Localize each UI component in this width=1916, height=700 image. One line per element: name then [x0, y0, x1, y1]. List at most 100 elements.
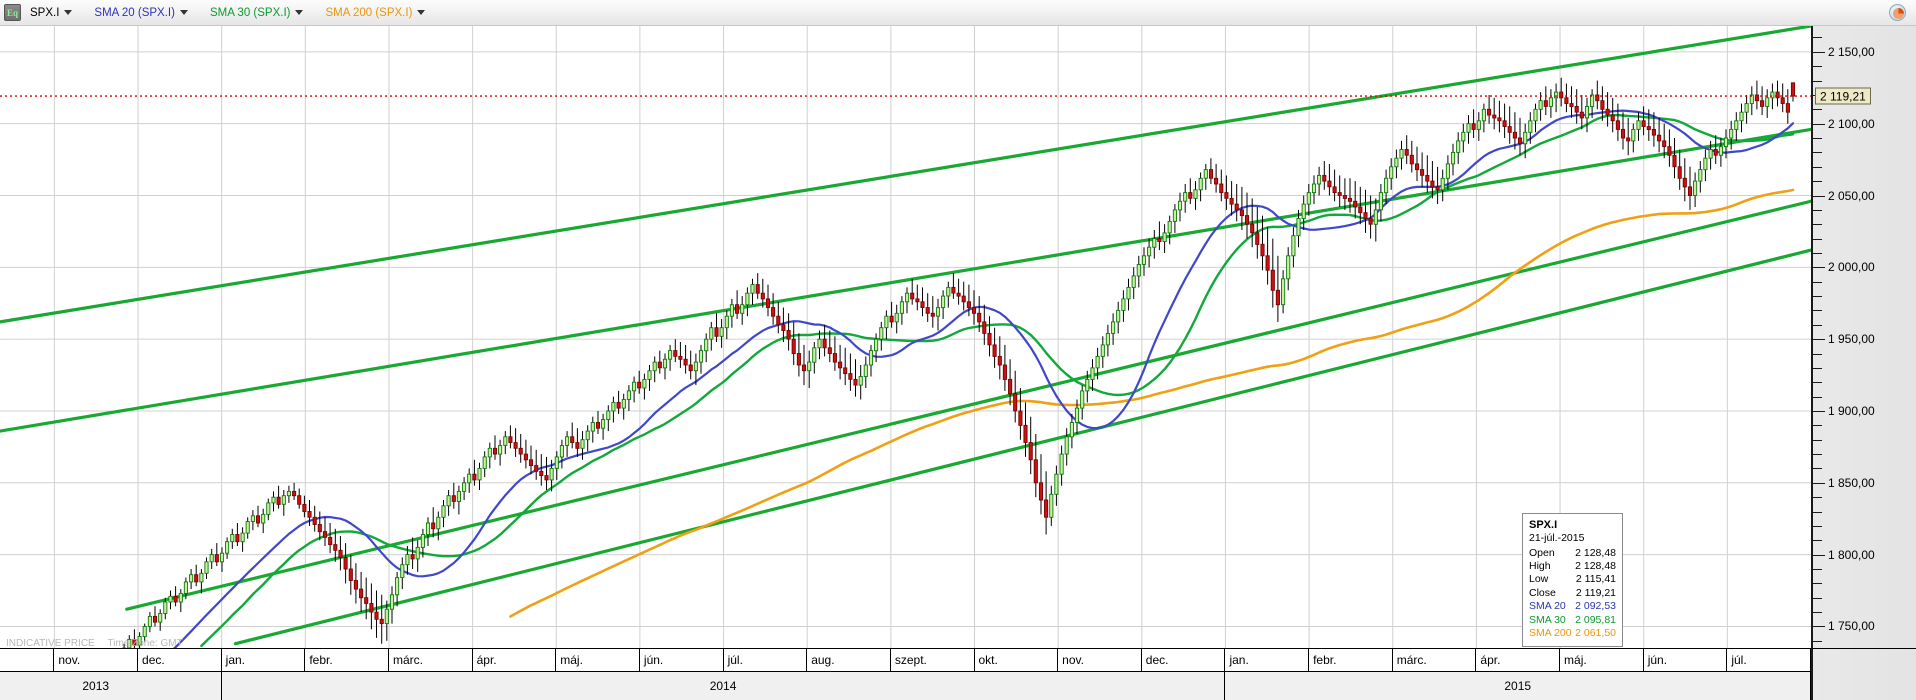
candle-up	[1286, 255, 1291, 280]
equity-icon[interactable]: Eq	[4, 4, 21, 21]
candle-down	[1682, 177, 1687, 188]
date-axis[interactable]: okt.nov.dec.jan.febr.márc.ápr.máj.jún.jú…	[0, 648, 1811, 700]
date-axis-month[interactable]: jún.	[1643, 649, 1728, 671]
candle-down	[1353, 200, 1358, 208]
candle-up	[1538, 100, 1543, 110]
candle-down	[992, 344, 997, 357]
candle-up	[1384, 177, 1389, 194]
candle-up	[817, 338, 822, 349]
candle-up	[1172, 209, 1177, 222]
chevron-down-icon[interactable]	[64, 10, 73, 15]
candle-down	[492, 447, 498, 455]
candle-up	[1631, 128, 1636, 142]
candle-up	[729, 304, 734, 317]
date-axis-month[interactable]: aug.	[807, 649, 891, 671]
date-axis-month[interactable]: okt.	[974, 649, 1059, 671]
date-axis-month[interactable]: jan.	[221, 649, 306, 671]
date-axis-month[interactable]: szept.	[890, 649, 975, 671]
price-axis-label: 1 950,00	[1828, 332, 1875, 347]
chevron-down-icon[interactable]	[295, 10, 304, 15]
candle-down	[539, 470, 544, 477]
candle-down	[961, 295, 966, 303]
date-axis-month[interactable]: máj.	[1560, 649, 1644, 671]
date-axis-month[interactable]: nov.	[54, 649, 138, 671]
date-axis-month[interactable]: márc.	[388, 649, 473, 671]
price-tick-minor	[1813, 353, 1822, 355]
date-axis-month[interactable]: febr.	[305, 649, 389, 671]
price-tick-minor	[1813, 324, 1822, 326]
instrument-selector[interactable]: SPX.I	[26, 1, 76, 25]
candle-up	[178, 592, 183, 603]
price-tick	[1813, 123, 1825, 125]
candle-down	[1018, 410, 1023, 426]
quote-row: High 2 128,48	[1529, 560, 1616, 573]
indicator-sma30[interactable]: SMA 30 (SPX.I)	[206, 1, 308, 25]
candle-up	[709, 327, 714, 340]
candle-up	[1373, 209, 1378, 225]
candle-up	[1528, 120, 1533, 133]
date-axis-month[interactable]: okt.	[0, 649, 55, 671]
candle-up	[1729, 128, 1734, 139]
chart-plot-area[interactable]	[0, 26, 1811, 648]
date-axis-month[interactable]: ápr.	[1476, 649, 1561, 671]
candle-down	[1255, 232, 1260, 245]
quote-row-value: 2 095,81	[1575, 613, 1616, 626]
candle-down	[688, 364, 693, 372]
candle-down	[771, 307, 776, 317]
candle-up	[1131, 275, 1136, 288]
candle-down	[1234, 203, 1239, 211]
quote-row: SMA 20 2 092,53	[1529, 600, 1616, 613]
price-axis-label: 2 150,00	[1828, 44, 1875, 59]
candle-down	[1420, 169, 1425, 176]
candle-down	[214, 554, 219, 563]
candle-up	[446, 495, 451, 507]
date-axis-month[interactable]: nov.	[1058, 649, 1142, 671]
date-axis-month[interactable]: júl.	[723, 649, 808, 671]
date-axis-month[interactable]: dec.	[1141, 649, 1226, 671]
candle-down	[1579, 111, 1584, 119]
clock-icon[interactable]	[1889, 4, 1906, 21]
quote-row-value: 2 128,48	[1575, 546, 1616, 559]
date-axis-month[interactable]: dec.	[138, 649, 222, 671]
candle-up	[261, 513, 266, 524]
price-tick	[1813, 554, 1825, 556]
indicator-sma200[interactable]: SMA 200 (SPX.I)	[321, 1, 429, 25]
candle-up	[137, 636, 142, 646]
candle-down	[853, 378, 858, 386]
indicator-sma20[interactable]: SMA 20 (SPX.I)	[90, 1, 192, 25]
candle-down	[781, 324, 786, 331]
price-tick-minor	[1813, 497, 1822, 499]
chevron-down-icon[interactable]	[417, 10, 426, 15]
date-axis-month[interactable]: máj.	[556, 649, 640, 671]
date-axis-month[interactable]: jan.	[1225, 649, 1310, 671]
candle-down	[966, 301, 971, 308]
date-axis-month[interactable]: ápr.	[472, 649, 557, 671]
instrument-label: SPX.I	[30, 6, 60, 19]
price-axis[interactable]: 2 150,00 2 100,00 2 050,00 2 000,00 1 950,00…	[1811, 26, 1916, 648]
candle-up	[941, 295, 946, 309]
candle-down	[1028, 442, 1033, 461]
candle-up	[1723, 137, 1729, 148]
candle-down	[1239, 209, 1244, 217]
candle-up	[1548, 97, 1553, 107]
candle-up	[626, 390, 631, 400]
candle-down	[1775, 91, 1780, 99]
candle-down	[1626, 137, 1631, 142]
candle-down	[343, 557, 348, 570]
date-axis-month[interactable]: jún.	[639, 649, 724, 671]
price-tick-minor	[1813, 612, 1822, 614]
date-axis-month[interactable]: márc.	[1392, 649, 1477, 671]
candle-up	[1281, 278, 1286, 306]
date-axis-month[interactable]: júl.	[1727, 649, 1811, 671]
candle-up	[1311, 183, 1317, 194]
date-axis-year: 2013	[0, 671, 222, 700]
channel-line-lower1	[125, 199, 1811, 611]
candle-up	[1590, 94, 1595, 107]
candle-down	[822, 338, 827, 349]
date-axis-month[interactable]: febr.	[1309, 649, 1393, 671]
chevron-down-icon[interactable]	[179, 10, 188, 15]
candle-up	[1476, 120, 1481, 130]
price-tick-minor	[1813, 640, 1822, 642]
candle-up	[240, 532, 245, 543]
candle-down	[1229, 197, 1234, 205]
